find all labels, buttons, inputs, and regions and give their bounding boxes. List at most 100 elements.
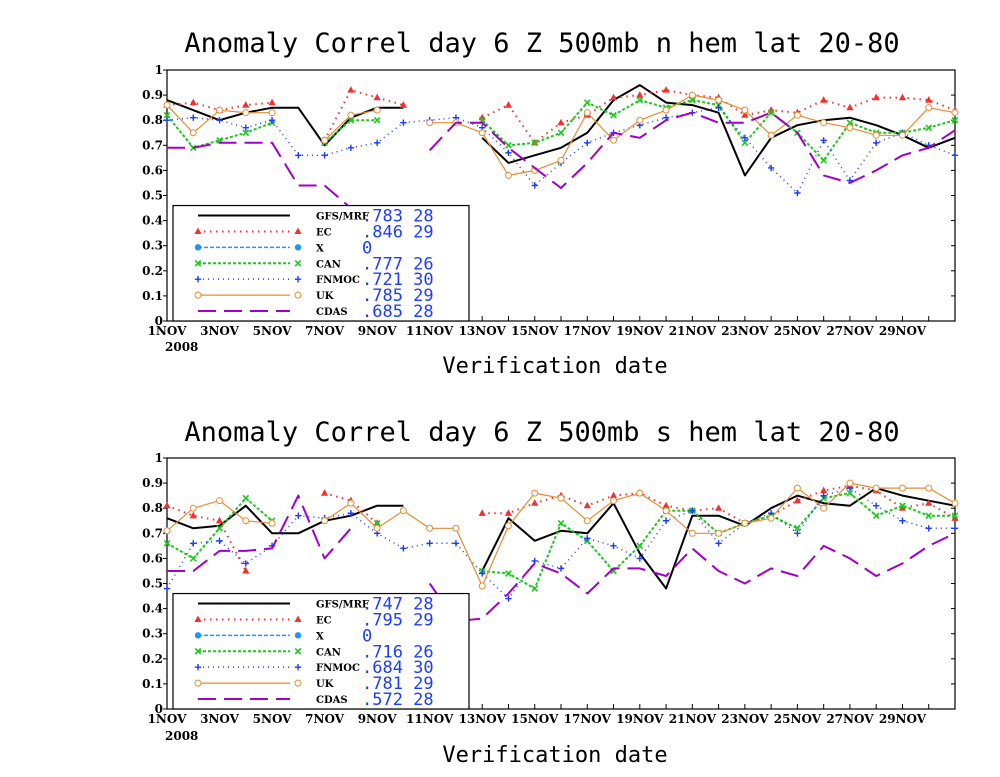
data-point-fnmoc (505, 595, 512, 602)
data-point-ec (321, 489, 329, 496)
x-tick-label: 19NOV (616, 324, 664, 338)
data-point-ec (163, 501, 171, 509)
series-cdas (167, 494, 956, 623)
y-tick-label: 0.5 (142, 189, 163, 203)
y-tick-label: 0.3 (142, 627, 163, 641)
data-point-can (242, 494, 250, 502)
data-point-fnmoc (636, 555, 643, 562)
legend-marker-ec (194, 615, 202, 623)
y-tick-label: 0.3 (142, 239, 163, 253)
data-point-can (925, 512, 933, 520)
data-point-uk (767, 131, 775, 139)
data-point-uk (347, 499, 355, 507)
y-tick-label: 0.1 (142, 677, 163, 691)
chart-title: Anomaly Correl day 6 Z 500mb s hem lat 2… (184, 417, 899, 448)
data-point-fnmoc (610, 542, 617, 550)
legend-marker-ec (194, 227, 202, 235)
series-line-cdas (167, 141, 352, 209)
data-point-fnmoc (820, 492, 827, 499)
data-point-fnmoc (584, 139, 591, 146)
x-tick-label: 25NOV (774, 324, 822, 338)
data-point-uk (426, 524, 434, 532)
data-point-fnmoc (347, 144, 355, 152)
data-point-uk (399, 507, 407, 515)
data-point-ec (531, 499, 539, 506)
legend-stat-ec: .795 29 (362, 610, 434, 630)
legend-name-uk: UK (316, 291, 334, 302)
data-point-can (373, 116, 381, 124)
data-point-uk (898, 131, 906, 139)
data-point-can (951, 116, 959, 124)
legend-marker-fnmoc (194, 663, 202, 671)
data-point-uk (268, 109, 276, 117)
x-tick-label: 15NOV (511, 324, 559, 338)
data-point-fnmoc (715, 104, 722, 111)
legend-name-ec: EC (316, 227, 332, 238)
data-point-ec (846, 103, 854, 111)
x-tick-label: 19NOV (616, 712, 664, 726)
data-point-uk (662, 507, 670, 515)
data-point-fnmoc (295, 512, 302, 519)
series-line-cdas (428, 532, 956, 623)
data-point-fnmoc (505, 149, 512, 157)
data-point-uk (557, 156, 565, 164)
data-point-ec (373, 93, 381, 101)
data-point-can (505, 141, 512, 149)
data-point-ec (189, 98, 197, 106)
x-tick-label: 7NOV (305, 324, 345, 338)
legend-name-gfs-mrf: GFS/MRF (316, 212, 369, 223)
legend-marker-uk (194, 679, 202, 687)
data-point-uk (242, 109, 250, 117)
data-point-ec (504, 101, 513, 108)
data-point-uk (583, 109, 591, 117)
data-point-can (610, 111, 617, 119)
data-point-fnmoc (479, 570, 486, 577)
y-tick-label: 0.8 (142, 501, 163, 515)
data-point-can (846, 489, 854, 497)
data-point-can (741, 139, 749, 147)
data-point-uk (531, 489, 539, 497)
data-point-fnmoc (794, 530, 801, 537)
y-tick-label: 0 (155, 314, 163, 328)
data-point-ec (583, 501, 591, 509)
chart-panel-south-hemisphere: Anomaly Correl day 6 Z 500mb s hem lat 2… (142, 417, 959, 768)
data-point-can (163, 539, 171, 547)
data-point-uk (793, 111, 801, 119)
y-tick-label: 0 (155, 702, 163, 716)
chart-panel-north-hemisphere: Anomaly Correl day 6 Z 500mb n hem lat 2… (142, 28, 959, 379)
data-point-can (872, 512, 880, 520)
data-point-ec (399, 101, 407, 108)
data-point-uk (610, 497, 618, 505)
legend-marker-fnmoc (294, 663, 302, 671)
data-point-fnmoc (216, 117, 223, 124)
data-point-uk (373, 524, 381, 532)
data-point-uk (636, 116, 644, 124)
data-point-can (688, 96, 696, 104)
data-point-ec (242, 566, 250, 574)
data-point-ec (820, 486, 828, 494)
x-tick-label: 29NOV (879, 712, 927, 726)
data-point-uk (741, 519, 749, 527)
data-point-can (531, 139, 539, 147)
data-point-fnmoc (873, 139, 880, 146)
y-tick-label: 0.9 (142, 88, 163, 102)
series-group (163, 84, 959, 209)
data-point-fnmoc (400, 545, 407, 552)
data-point-ec (268, 98, 276, 106)
data-point-uk (688, 529, 696, 537)
series-fnmoc (163, 104, 959, 197)
data-point-can (216, 524, 223, 532)
data-point-fnmoc (951, 525, 959, 532)
data-point-uk (767, 514, 775, 522)
data-point-uk (793, 484, 801, 492)
data-point-fnmoc (689, 507, 696, 514)
legend-marker-can (294, 647, 302, 655)
data-point-can (505, 570, 512, 577)
series-group (163, 479, 959, 623)
x-tick-label: 9NOV (358, 324, 398, 338)
data-point-ec (242, 101, 250, 108)
x-tick-label: 13NOV (459, 712, 507, 726)
data-point-can (846, 119, 854, 127)
y-tick-label: 0.4 (142, 214, 163, 228)
data-point-uk (268, 519, 276, 527)
